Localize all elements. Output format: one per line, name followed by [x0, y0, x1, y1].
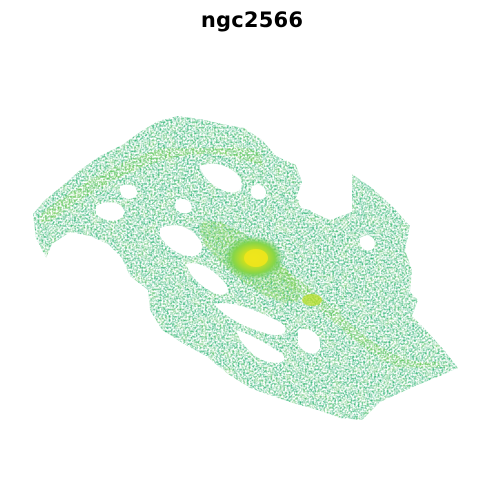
- image-title: ngc2566: [200, 8, 304, 32]
